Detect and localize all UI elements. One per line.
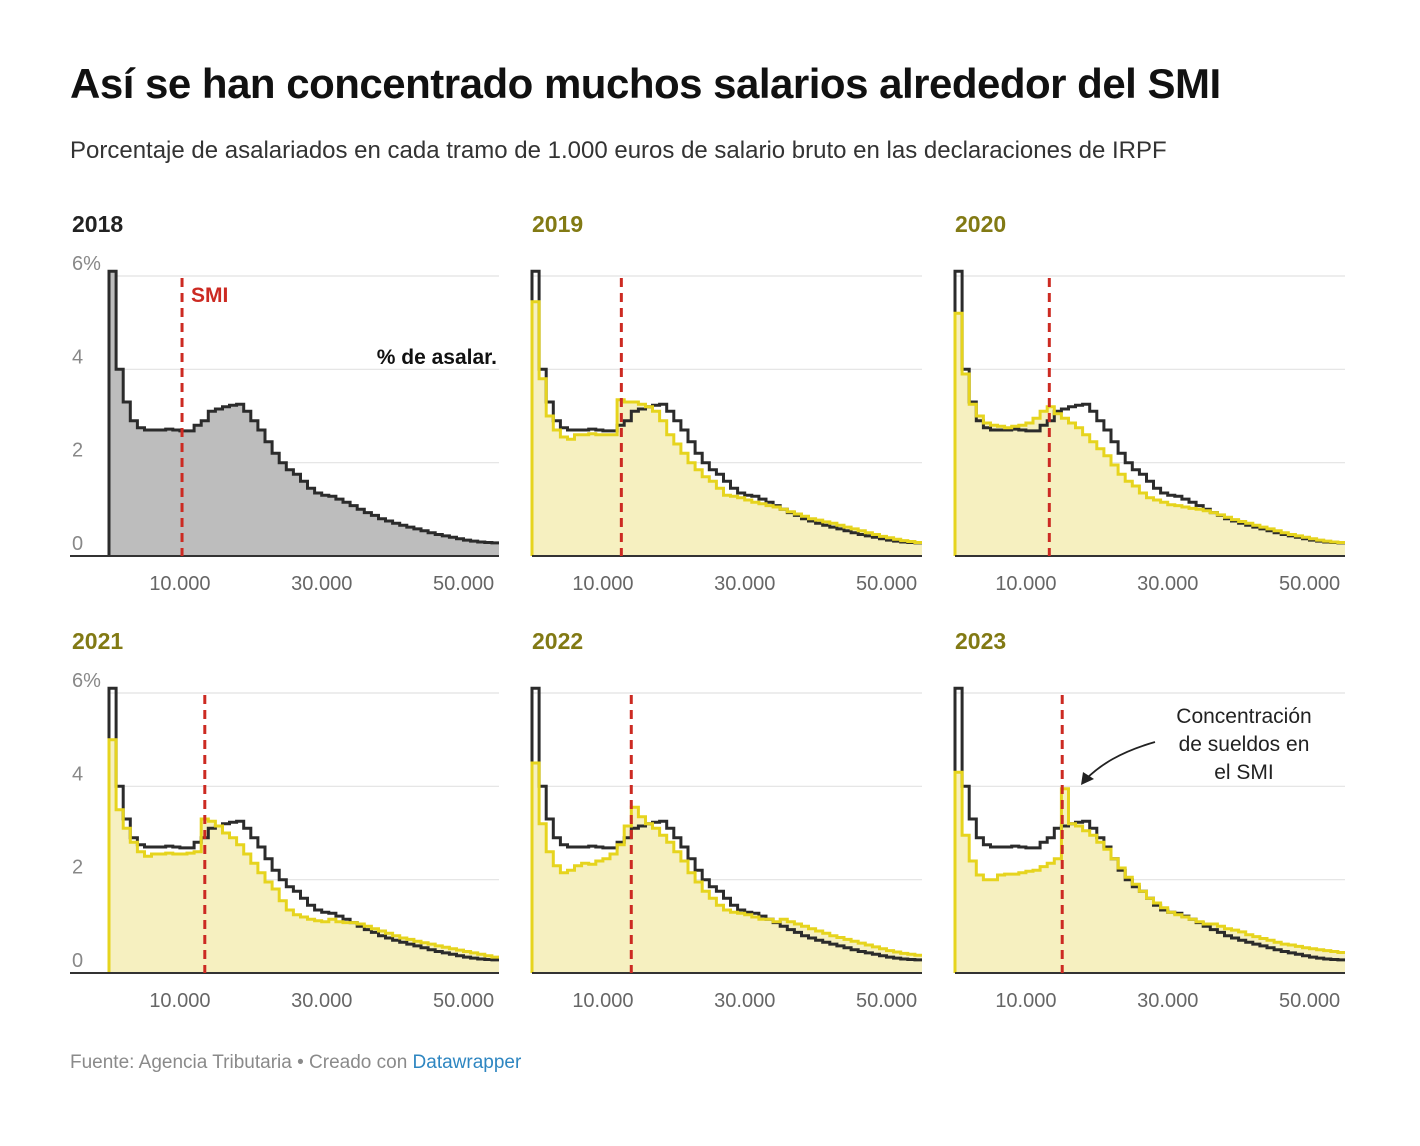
panel-2020: 2020 10.000 30.000 50.000 <box>953 211 1345 595</box>
panel-year-label: 2021 <box>72 628 123 654</box>
x-tick-label: 30.000 <box>1137 573 1198 595</box>
x-tick-label: 30.000 <box>714 990 775 1012</box>
area-fill <box>532 301 922 556</box>
panel-year-label: 2018 <box>72 211 123 237</box>
x-tick-label: 10.000 <box>995 573 1056 595</box>
series-line-2018 <box>107 269 499 556</box>
panel-year-label: 2019 <box>532 211 583 237</box>
x-tick-label: 10.000 <box>995 990 1056 1012</box>
panel-year-label: 2022 <box>532 628 583 654</box>
series-line-2022 <box>530 761 922 973</box>
x-tick-label: 30.000 <box>714 573 775 595</box>
source-text: Fuente: Agencia Tributaria <box>70 1052 292 1073</box>
x-tick-label: 30.000 <box>291 573 352 595</box>
panel-2021: 2021 10.000 30.000 50.000 0 2 4 6% <box>70 628 499 1012</box>
series-line-2018 <box>530 269 922 556</box>
panel-2022: 2022 10.000 30.000 50.000 <box>530 628 922 1012</box>
chart-title: Así se han concentrado muchos salarios a… <box>70 60 1221 107</box>
y-tick-label: 6% <box>72 253 101 275</box>
series-line-2021 <box>107 738 499 973</box>
x-tick-label: 10.000 <box>572 573 633 595</box>
area-fill <box>955 313 1345 556</box>
x-tick-label: 30.000 <box>291 990 352 1012</box>
annotation-line: Concentración <box>1176 705 1311 728</box>
panel-2023: 2023 10.000 30.000 50.000 Concentración de su… <box>953 628 1345 1012</box>
y-tick-label: 6% <box>72 670 101 692</box>
series-line-2019 <box>530 300 922 556</box>
y-tick-label: 2 <box>72 857 83 879</box>
series-line-2018 <box>107 686 499 973</box>
y-tick-label: 0 <box>72 950 83 972</box>
area-fill <box>532 763 922 973</box>
chart-subtitle: Porcentaje de asalariados en cada tramo … <box>70 137 1167 164</box>
annotation-line: de sueldos en <box>1179 733 1310 756</box>
annotation-line: el SMI <box>1214 761 1274 784</box>
x-tick-label: 50.000 <box>1279 990 1340 1012</box>
created-with-text: Creado con <box>309 1052 413 1073</box>
x-tick-label: 10.000 <box>149 573 210 595</box>
y-tick-label: 2 <box>72 440 83 462</box>
annotation-arrowhead <box>1081 772 1094 785</box>
panel-2018: 2018 10.000 30.000 50.000 0 2 4 6% SMI % de asala… <box>70 211 499 595</box>
source-footer: Fuente: Agencia Tributaria • Creado con … <box>70 1052 521 1074</box>
series-line-2018 <box>530 686 922 973</box>
smi-label: SMI <box>191 284 228 307</box>
x-tick-label: 50.000 <box>856 990 917 1012</box>
panel-year-label: 2023 <box>955 628 1006 654</box>
x-tick-label: 50.000 <box>433 990 494 1012</box>
area-fill <box>109 739 499 973</box>
x-tick-label: 50.000 <box>433 573 494 595</box>
area-fill <box>109 271 499 556</box>
x-tick-label: 10.000 <box>572 990 633 1012</box>
x-tick-label: 30.000 <box>1137 990 1198 1012</box>
annotation-arrow <box>1084 741 1156 781</box>
x-tick-label: 50.000 <box>1279 573 1340 595</box>
y-tick-label: 0 <box>72 533 83 555</box>
annotation-text: Concentración de sueldos en el SMI <box>1176 705 1311 784</box>
footer-separator: • <box>291 1052 310 1073</box>
datawrapper-link[interactable]: Datawrapper <box>412 1052 522 1073</box>
y-tick-label: 4 <box>72 763 83 785</box>
area-fill <box>955 772 1345 973</box>
x-tick-label: 10.000 <box>149 990 210 1012</box>
series-line-2020 <box>953 311 1345 556</box>
x-tick-label: 50.000 <box>856 573 917 595</box>
series-label: % de asalar. <box>377 346 497 369</box>
y-tick-label: 4 <box>72 346 83 368</box>
series-line-2023 <box>953 770 1345 973</box>
panel-year-label: 2020 <box>955 211 1006 237</box>
panel-2019: 2019 10.000 30.000 50.000 <box>530 211 922 595</box>
